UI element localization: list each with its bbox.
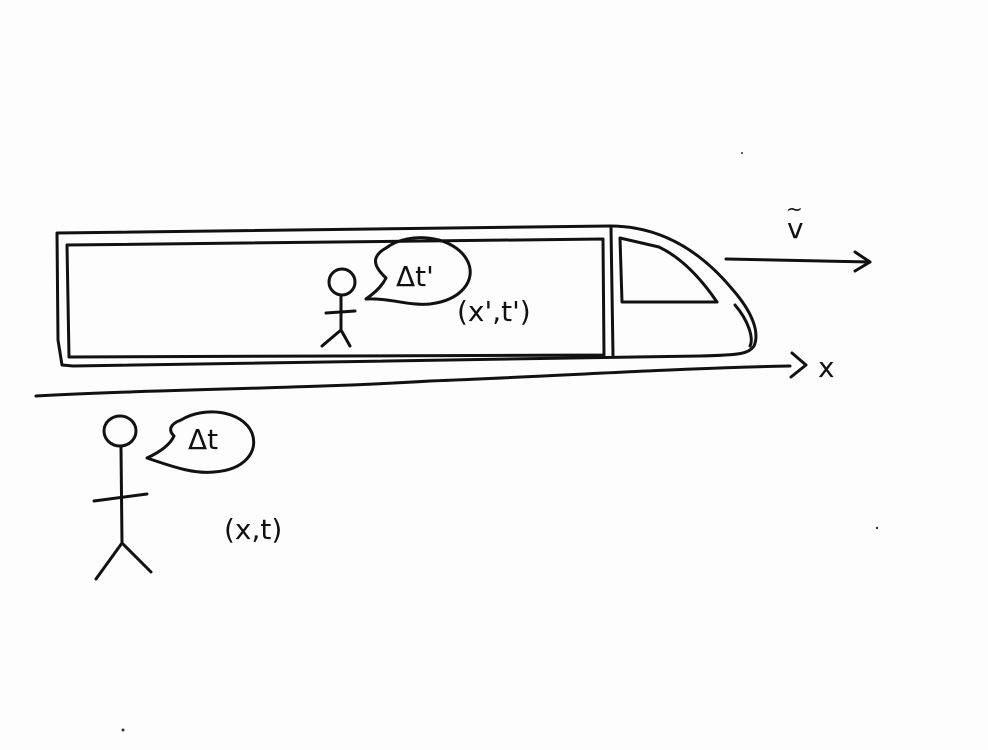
ground-observer-body (119, 445, 124, 545)
train-front-divider (609, 226, 615, 357)
x-axis-label: x (818, 351, 835, 384)
train-nose-line (733, 303, 753, 348)
train-outer-body (55, 224, 758, 368)
ground-observer-head (102, 414, 138, 448)
ground-coordinates-label: (x,t) (224, 513, 282, 546)
ground-bubble-label: Δt (188, 423, 218, 456)
velocity-arrow-line (724, 257, 872, 264)
train-cockpit-window (618, 236, 719, 304)
velocity-arrowhead (853, 250, 872, 273)
train-coordinates-label: (x',t') (457, 295, 531, 328)
ground-line (34, 364, 792, 398)
train-speech-bubble (364, 236, 472, 306)
velocity-label: v (787, 212, 804, 245)
x-axis-arrowhead (789, 351, 808, 379)
ground-speech-bubble (145, 410, 256, 474)
ground-observer-arms (92, 492, 149, 503)
train-observer-arms (324, 309, 357, 315)
velocity-vector-mark: ~ (786, 197, 803, 221)
train-cabin-frame (65, 237, 606, 359)
ground-observer-legs (94, 541, 153, 581)
paper-speck (875, 526, 879, 530)
paper-speck (121, 728, 125, 732)
paper-speck (741, 152, 743, 154)
train-bubble-label: Δt' (396, 260, 434, 293)
train-observer-head (327, 267, 357, 297)
train-observer-legs (320, 328, 352, 348)
